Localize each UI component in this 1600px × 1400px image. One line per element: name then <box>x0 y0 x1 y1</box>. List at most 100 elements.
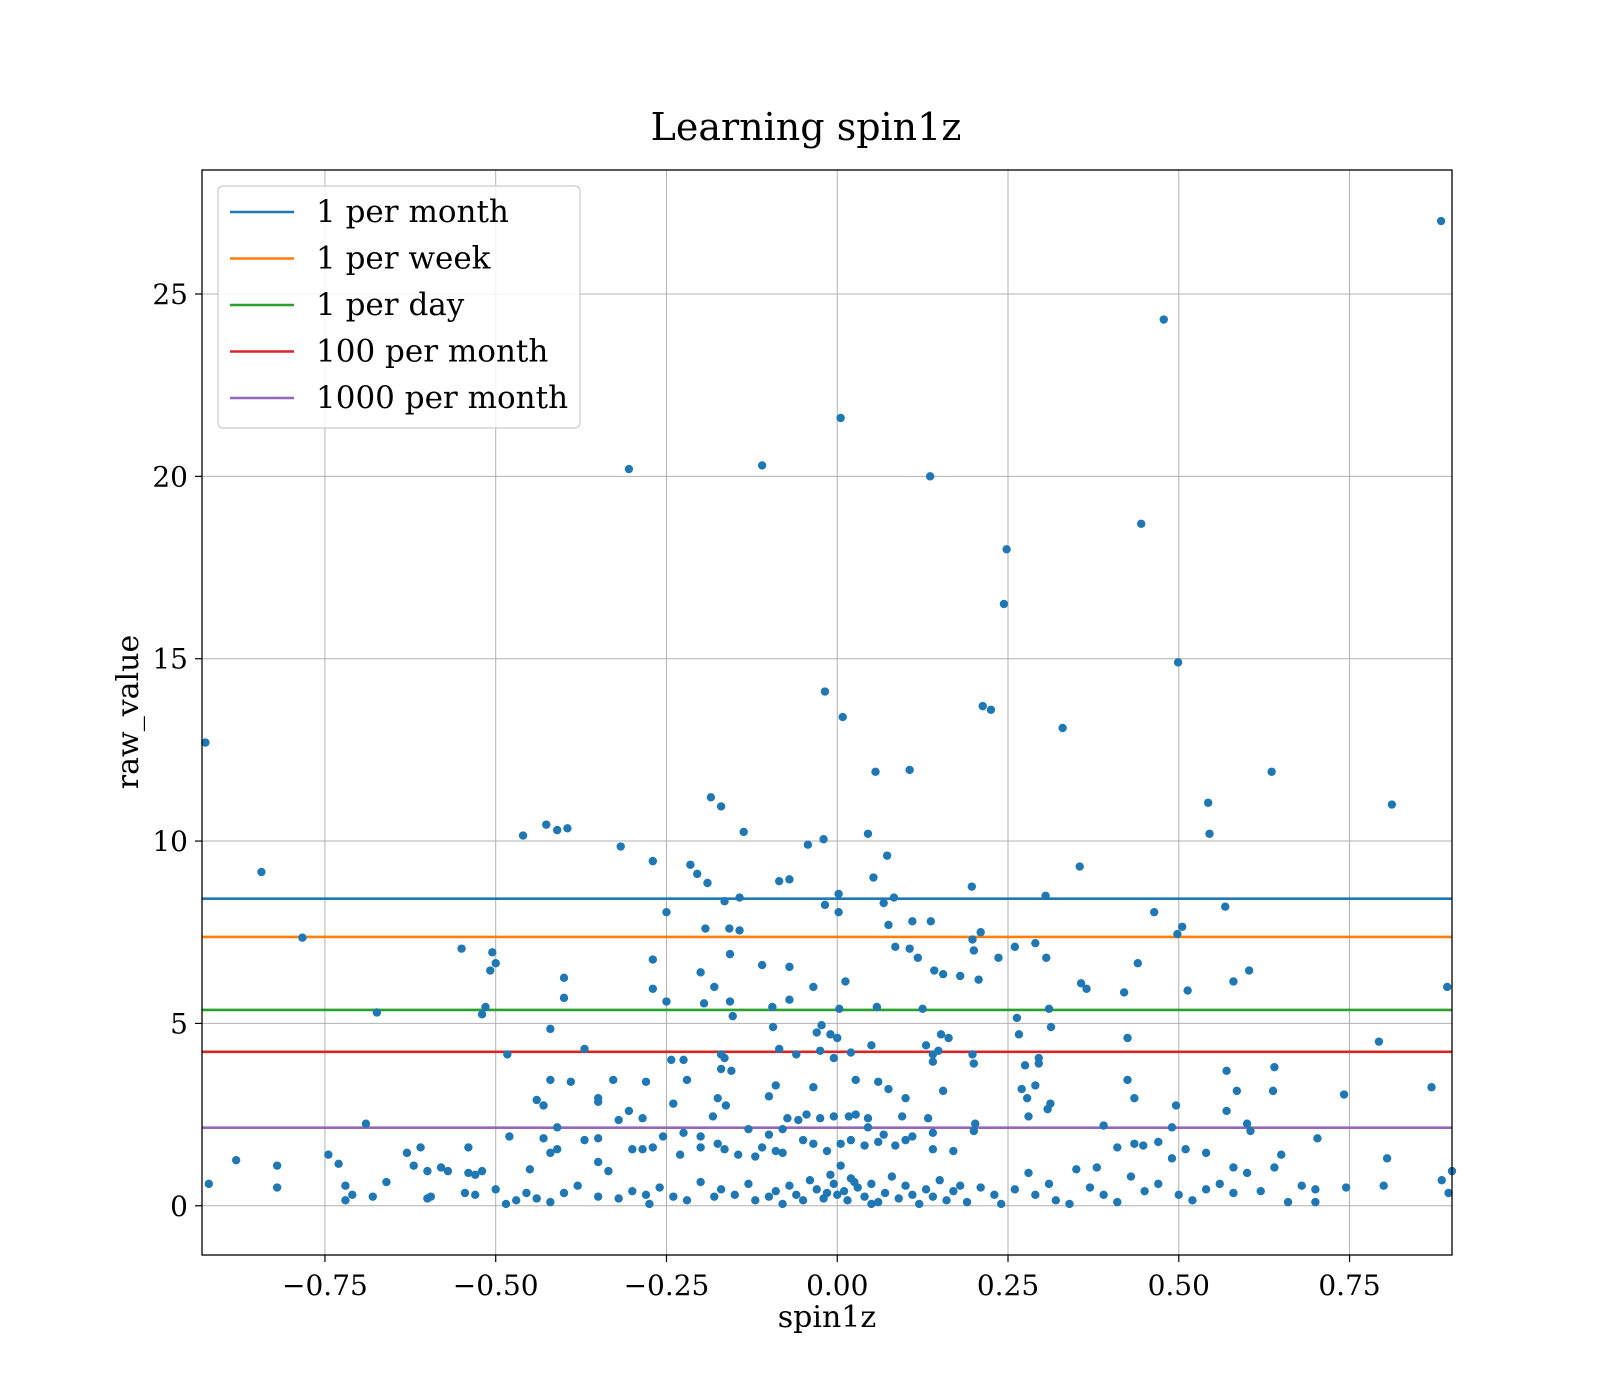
data-point <box>696 968 705 977</box>
data-point <box>1092 1163 1102 1172</box>
data-point <box>559 1188 569 1198</box>
data-point <box>889 893 899 902</box>
data-point <box>934 1046 943 1055</box>
data-point <box>836 1139 845 1148</box>
data-point <box>648 984 658 993</box>
data-point <box>1277 1150 1286 1159</box>
data-point <box>1031 938 1040 948</box>
data-point <box>798 1196 808 1205</box>
data-point <box>713 1093 722 1103</box>
data-point <box>669 1192 678 1201</box>
data-point <box>1173 929 1182 939</box>
data-point <box>925 472 935 481</box>
data-point <box>785 962 794 972</box>
data-point <box>820 687 830 696</box>
x-tick-label: −0.50 <box>453 1269 539 1302</box>
data-point <box>720 1145 729 1154</box>
data-point <box>884 920 893 930</box>
data-point <box>938 1086 948 1096</box>
data-point <box>423 1166 432 1176</box>
data-point <box>443 1166 453 1176</box>
data-point <box>905 944 914 953</box>
data-point <box>1246 1126 1255 1136</box>
data-point <box>488 948 497 957</box>
data-point <box>1058 723 1067 733</box>
data-point <box>1177 922 1187 931</box>
data-point <box>667 1055 676 1065</box>
data-point <box>879 898 888 908</box>
data-point <box>563 824 572 833</box>
data-point <box>803 840 813 849</box>
data-point <box>1382 1154 1392 1163</box>
data-point <box>839 1186 849 1196</box>
data-point <box>962 1197 972 1207</box>
data-point <box>361 1119 371 1128</box>
data-point <box>860 1141 869 1150</box>
data-point <box>402 1148 412 1158</box>
data-point <box>1140 1186 1149 1196</box>
data-point <box>638 1114 647 1123</box>
data-point <box>891 942 900 952</box>
data-point <box>416 1143 425 1152</box>
data-point <box>1268 1086 1278 1096</box>
data-point <box>609 1075 618 1085</box>
data-point <box>908 1190 917 1200</box>
data-point <box>1123 1033 1132 1043</box>
data-point <box>1012 1013 1022 1023</box>
data-point <box>1010 1185 1020 1194</box>
data-point <box>655 1183 664 1192</box>
data-point <box>1034 1059 1043 1068</box>
data-point <box>928 1057 938 1066</box>
data-point <box>593 1097 603 1107</box>
data-point <box>518 831 528 840</box>
data-point <box>593 1157 603 1167</box>
x-tick-label: 0.00 <box>806 1269 868 1302</box>
data-point <box>901 1093 910 1103</box>
data-point <box>348 1190 357 1200</box>
data-point <box>675 1150 685 1159</box>
data-point <box>257 867 266 877</box>
data-point <box>624 1106 634 1116</box>
legend-label: 100 per month <box>316 334 548 370</box>
data-point <box>720 897 729 906</box>
data-point <box>525 1165 535 1174</box>
data-point <box>785 1181 794 1190</box>
data-point <box>867 1179 876 1189</box>
data-point <box>887 1172 897 1181</box>
data-point <box>682 1196 692 1205</box>
data-point <box>999 599 1009 609</box>
data-point <box>624 464 634 474</box>
data-point <box>1139 1141 1148 1150</box>
data-point <box>844 1112 854 1121</box>
data-point <box>942 1196 951 1205</box>
data-point <box>764 1130 774 1139</box>
data-point <box>1014 1030 1024 1039</box>
data-point <box>272 1183 282 1192</box>
data-point <box>805 1176 815 1185</box>
y-tick-label: 10 <box>152 825 188 858</box>
data-point <box>768 1022 778 1032</box>
data-point <box>771 1146 780 1156</box>
data-point <box>1174 1190 1183 1200</box>
data-point <box>1201 1148 1211 1158</box>
data-point <box>382 1177 391 1187</box>
data-point <box>682 1075 692 1085</box>
data-point <box>838 712 847 722</box>
data-point <box>739 827 748 837</box>
data-point <box>471 1170 480 1179</box>
data-point <box>826 1030 835 1039</box>
data-point <box>894 1194 903 1203</box>
data-point <box>969 946 979 955</box>
data-point <box>1181 1145 1190 1154</box>
data-point <box>1242 1119 1252 1128</box>
y-tick-label: 15 <box>152 643 188 676</box>
data-point <box>662 907 671 917</box>
data-point <box>505 1132 514 1141</box>
data-point <box>915 1199 924 1209</box>
data-point <box>716 1185 726 1194</box>
data-point <box>764 1192 774 1201</box>
data-point <box>638 1145 647 1154</box>
data-point <box>774 1044 784 1054</box>
data-point <box>546 1197 555 1207</box>
data-point <box>874 1197 883 1207</box>
